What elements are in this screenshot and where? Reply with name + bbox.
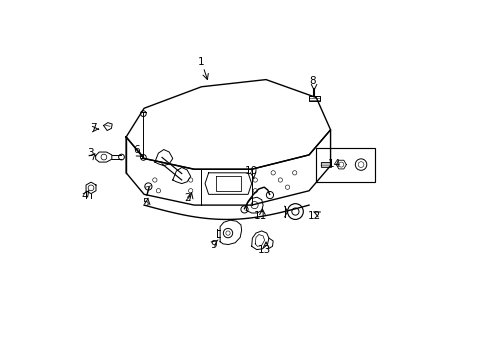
Text: 1: 1 bbox=[198, 57, 204, 67]
Text: 12: 12 bbox=[307, 211, 321, 221]
Text: 6: 6 bbox=[133, 144, 140, 154]
Text: 8: 8 bbox=[309, 76, 315, 86]
Text: 13: 13 bbox=[257, 245, 270, 255]
Bar bbox=[316, 148, 375, 182]
Bar bbox=[308, 96, 320, 102]
Text: 4: 4 bbox=[81, 191, 88, 201]
Text: 10: 10 bbox=[244, 166, 258, 176]
Text: 2: 2 bbox=[183, 193, 190, 203]
Text: 5: 5 bbox=[142, 198, 149, 208]
Text: 9: 9 bbox=[210, 239, 217, 249]
Text: 3: 3 bbox=[87, 148, 93, 158]
Text: 11: 11 bbox=[253, 211, 267, 221]
Text: 14: 14 bbox=[327, 159, 340, 169]
Text: 7: 7 bbox=[90, 123, 97, 133]
Bar bbox=[321, 162, 330, 167]
